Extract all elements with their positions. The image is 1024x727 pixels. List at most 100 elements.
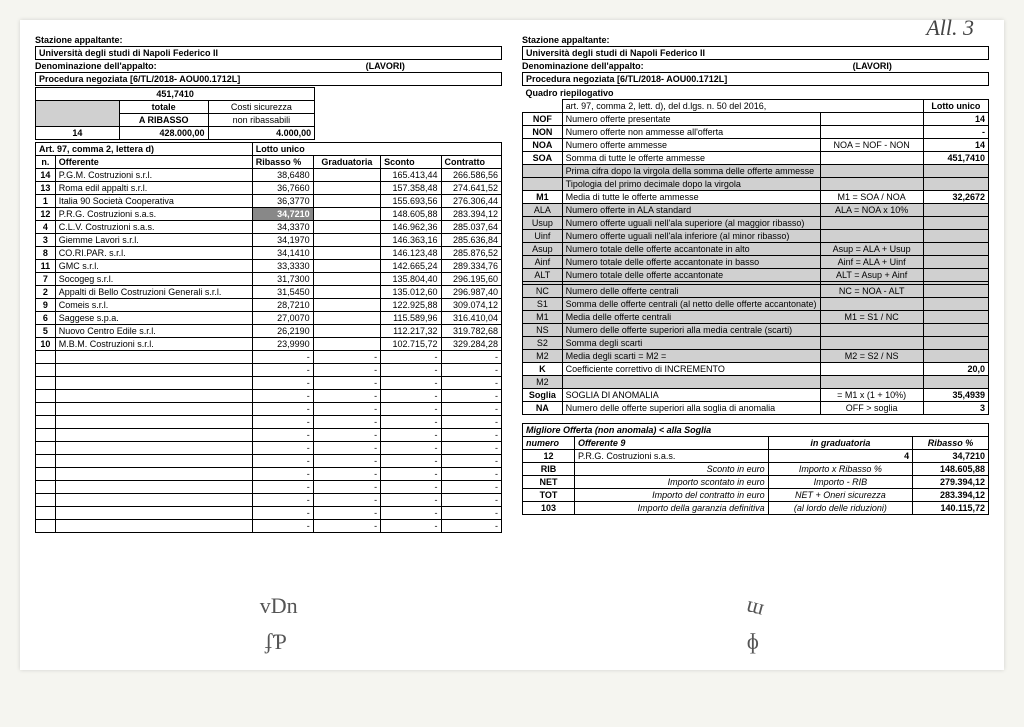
cell: Saggese s.p.a. [55,312,252,325]
quadro-label: Quadro riepilogativo [523,87,924,100]
cell: 283.394,12 [913,489,989,502]
shaded-row: UinfNumero offerte uguali nell'ala infer… [523,230,989,243]
cell: Importo della garanzia definitiva [575,502,769,515]
cell: 8 [36,247,56,260]
cell: M1 [523,191,563,204]
cell [313,234,380,247]
table-row: 13Roma edil appalti s.r.l.36,7660157.358… [36,182,502,195]
cell: M1 [523,311,563,324]
cell: 316.410,04 [441,312,502,325]
cell [313,169,380,182]
cell: TOT [523,489,575,502]
cell: NC = NOA - ALT [820,285,923,298]
col-header: in graduatoria [768,437,912,450]
cell: 4 [36,221,56,234]
cell: ALA = NOA x 10% [820,204,923,217]
shaded-row: ALANumero offerte in ALA standardALA = N… [523,204,989,217]
cell: 33,3330 [252,260,313,273]
cell: 142.665,24 [381,260,441,273]
cell: 34,7210 [913,450,989,463]
table-row: 3Giemme Lavori s.r.l.34,1970146.363,1628… [36,234,502,247]
cell [313,299,380,312]
cell: Numero offerte presentate [562,113,820,126]
shaded-row: M1Media delle offerte centraliM1 = S1 / … [523,311,989,324]
table-body: 14P.G.M. Costruzioni s.r.l.38,6480165.41… [36,169,502,351]
cell: 112.217,32 [381,325,441,338]
cell [820,230,923,243]
signatures: vDn ɯ [35,593,989,619]
cell: Roma edil appalti s.r.l. [55,182,252,195]
cell: NET + Oneri sicurezza [768,489,912,502]
cell [923,376,988,389]
table-row: 1Italia 90 Società Cooperativa36,3770155… [36,195,502,208]
table-row: 2Appalti di Bello Costruzioni Generali s… [36,286,502,299]
cell: M2 = S2 / NS [820,350,923,363]
cell: 329.284,28 [441,338,502,351]
cell: 146.363,16 [381,234,441,247]
cell: Importo x Ribasso % [768,463,912,476]
empty-row: ---- [36,507,502,520]
document-page: All. 3 Stazione appaltante: Università d… [20,20,1004,670]
denom-value: (LAVORI) [269,61,503,71]
sig-1: vDn [260,593,298,619]
empty-row: ---- [36,390,502,403]
cell: Numero totale delle offerte accantonate … [562,243,820,256]
cell: Appalti di Bello Costruzioni Generali s.… [55,286,252,299]
cell: Numero offerte uguali nell'ala inferiore… [562,230,820,243]
cell: 2 [36,286,56,299]
empty-row: ---- [36,403,502,416]
cell: 1 [36,195,56,208]
cell [313,338,380,351]
cell [820,126,923,139]
cell: 26,2190 [252,325,313,338]
cell: Prima cifra dopo la virgola della somma … [562,165,820,178]
cell: Somma delle offerte centrali (al netto d… [562,298,820,311]
col-header: Contratto [441,156,502,169]
top-value: 451,7410 [36,88,315,101]
university-box: Università degli studi di Napoli Federic… [35,46,502,60]
table-row: 5Nuovo Centro Edile s.r.l.26,2190112.217… [36,325,502,338]
cell: Numero offerte in ALA standard [562,204,820,217]
cell: 10 [36,338,56,351]
cell: 31,7300 [252,273,313,286]
sig-3: ʄƤ [265,629,287,655]
v428: 428.000,00 [119,127,208,140]
table-header-row: n.OfferenteRibasso %GraduatoriaScontoCon… [36,156,502,169]
cell: 7 [36,273,56,286]
cell: 34,3370 [252,221,313,234]
shaded-row: NCNumero delle offerte centraliNC = NOA … [523,285,989,298]
empty-row: ---- [36,468,502,481]
cell [923,204,988,217]
cell [313,312,380,325]
table-row: 9Comeis s.r.l.28,7210122.925,88309.074,1… [36,299,502,312]
table-row: 7Socogeg s.r.l.31,7300135.804,40296.195,… [36,273,502,286]
col-header: Offerente 9 [575,437,769,450]
cell: 155.693,56 [381,195,441,208]
art97-label: Art. 97, comma 2, lettera d) [36,143,253,156]
cell [923,256,988,269]
shaded-row: ALTNumero totale delle offerte accantona… [523,269,989,282]
cell [923,243,988,256]
cell: 103 [523,502,575,515]
cell: Giemme Lavori s.r.l. [55,234,252,247]
procedure-box: Procedura negoziata [6/TL/2018- AOU00.17… [35,72,502,86]
cell: M1 = S1 / NC [820,311,923,324]
cell [313,286,380,299]
cell: ALA [523,204,563,217]
cell: Soglia [523,389,563,402]
cell: NET [523,476,575,489]
n14: 14 [36,127,120,140]
lotto-r: Lotto unico [923,100,988,113]
cell: M.B.M. Costruzioni s.r.l. [55,338,252,351]
cell: 14 [923,113,988,126]
cell: CO.RI.PAR. s.r.l. [55,247,252,260]
cell: Numero totale delle offerte accantonate [562,269,820,282]
cell [313,260,380,273]
cell: P.G.M. Costruzioni s.r.l. [55,169,252,182]
cell: Numero delle offerte superiori alla sogl… [562,402,820,415]
cell [313,182,380,195]
cell: 274.641,52 [441,182,502,195]
cell: P.R.G. Costruzioni s.a.s. [575,450,769,463]
cell: 38,6480 [252,169,313,182]
cell [820,178,923,191]
